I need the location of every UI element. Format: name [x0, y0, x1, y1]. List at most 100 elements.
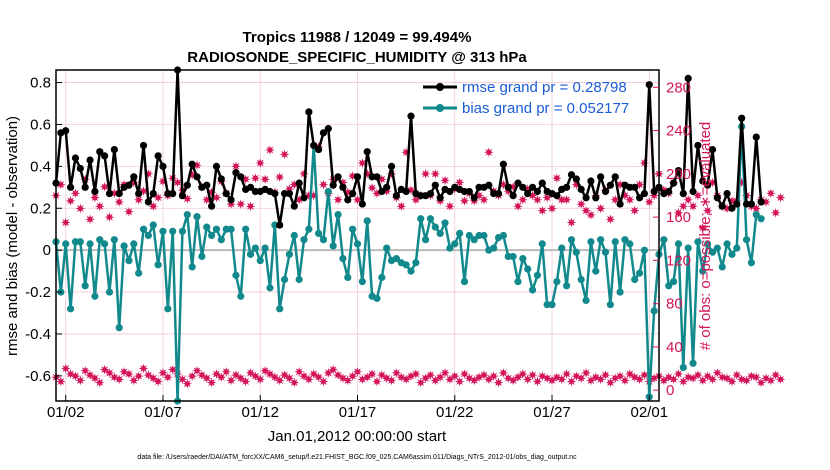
- bias-point: [208, 231, 216, 240]
- obs-evaluated-marker: [231, 161, 241, 172]
- obs-possible-marker: [85, 370, 95, 380]
- obs-possible-marker: [114, 374, 125, 385]
- bias-point: [329, 242, 337, 250]
- bias-point: [660, 236, 668, 244]
- rmse-point: [349, 190, 357, 198]
- bias-point: [563, 282, 571, 290]
- obs-possible-marker: [600, 370, 611, 380]
- obs-evaluated-marker: [445, 201, 455, 212]
- obs-evaluated-marker: [260, 174, 270, 185]
- bias-point: [412, 259, 420, 267]
- bias-point: [684, 244, 692, 252]
- bias-point: [237, 292, 245, 300]
- obs-possible-marker: [518, 369, 528, 379]
- bias-point: [193, 213, 201, 221]
- rmse-point: [188, 160, 196, 168]
- rmse-point: [679, 190, 687, 198]
- obs-possible-series: [51, 363, 786, 389]
- obs-evaluated-marker: [547, 203, 557, 214]
- obs-evaluated-marker: [70, 188, 81, 199]
- bias-point: [509, 252, 517, 261]
- bias-point: [742, 236, 751, 244]
- rmse-point: [519, 183, 527, 191]
- bias-point: [456, 229, 464, 238]
- obs-evaluated-marker: [678, 201, 689, 212]
- obs-possible-marker: [143, 370, 154, 380]
- rmse-point: [314, 146, 323, 154]
- bias-point: [280, 275, 289, 284]
- bias-point: [421, 236, 430, 244]
- obs-possible-marker: [265, 369, 275, 379]
- bias-point: [621, 236, 629, 244]
- bias-point: [694, 238, 702, 246]
- rmse-point: [276, 221, 284, 229]
- rmse-point: [436, 194, 444, 202]
- obs-possible-marker: [148, 373, 159, 384]
- rmse-point: [149, 190, 157, 198]
- rmse-point: [494, 190, 503, 198]
- bias-point: [300, 236, 308, 244]
- rmse-point: [290, 202, 298, 210]
- obs-possible-marker: [401, 374, 411, 385]
- obs-possible-marker: [308, 369, 319, 379]
- obs-possible-marker: [362, 372, 373, 382]
- obs-possible-marker: [153, 376, 163, 387]
- obs-possible-marker: [323, 368, 334, 378]
- bias-point: [558, 244, 566, 252]
- bias-point: [120, 242, 128, 250]
- legend-bias-marker: [436, 104, 444, 112]
- bias-point: [553, 277, 561, 286]
- rmse-point: [334, 173, 342, 181]
- obs-possible-marker: [206, 377, 217, 388]
- rmse-point: [533, 187, 542, 196]
- rmse-point: [572, 175, 580, 183]
- rmse-point: [567, 171, 576, 179]
- obs-evaluated-marker: [532, 195, 543, 205]
- rmse-point: [699, 177, 707, 185]
- obs-possible-marker: [556, 374, 567, 385]
- bias-point: [601, 248, 610, 256]
- obs-possible-marker: [751, 372, 762, 382]
- obs-possible-marker: [702, 371, 713, 381]
- obs-possible-marker: [498, 368, 509, 378]
- x-tick-label: 01/02: [47, 404, 85, 421]
- obs-possible-marker: [386, 375, 397, 386]
- obs-possible-marker: [304, 374, 314, 385]
- x-tick-label: 01/12: [241, 404, 279, 421]
- bias-point: [246, 250, 255, 258]
- obs-evaluated-marker: [586, 210, 596, 220]
- obs-possible-marker: [328, 364, 338, 375]
- rmse-point: [227, 196, 235, 204]
- obs-evaluated-marker: [770, 207, 781, 218]
- rmse-point: [66, 183, 75, 191]
- bias-point: [261, 244, 269, 252]
- obs-evaluated-marker: [566, 217, 577, 228]
- obs-possible-marker: [508, 375, 518, 386]
- obs-possible-marker: [372, 376, 382, 387]
- rmse-point: [319, 129, 328, 137]
- obs-possible-marker: [566, 376, 577, 387]
- obs-possible-marker: [722, 373, 732, 384]
- x-tick-label: 01/27: [533, 404, 571, 421]
- rmse-point: [577, 185, 585, 194]
- bias-point: [324, 187, 332, 196]
- rmse-point: [631, 183, 639, 191]
- obs-evaluated-marker: [688, 201, 698, 212]
- obs-evaluated-marker: [561, 195, 572, 205]
- rmse-point: [728, 204, 736, 212]
- obs-possible-marker: [775, 374, 786, 385]
- bias-point: [378, 273, 386, 281]
- rmse-point: [271, 190, 279, 198]
- bias-point: [426, 215, 435, 223]
- obs-possible-marker: [766, 375, 776, 386]
- y-right-tick-label: 80: [666, 296, 683, 313]
- rmse-point: [601, 187, 610, 196]
- left-axis-ticks: -0.6 -0.4 -0.2 0 0.2 0.4 0.6 0.8: [25, 75, 62, 385]
- obs-possible-marker: [469, 375, 480, 386]
- y-left-tick-label: -0.4: [25, 326, 51, 343]
- bias-point: [276, 305, 284, 313]
- bias-point: [101, 240, 109, 248]
- obs-evaluated-marker: [318, 179, 329, 190]
- data-file-footer: data file: /Users/raeder/DAI/ATM_forcXX/…: [137, 454, 577, 461]
